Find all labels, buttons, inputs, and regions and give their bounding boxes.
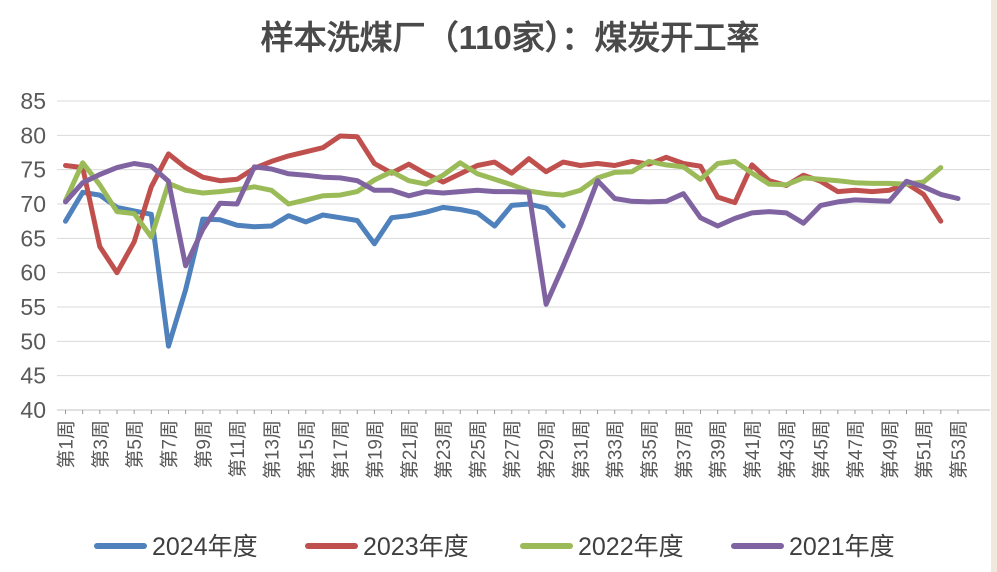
x-axis-label: 第45周: [811, 420, 833, 479]
axis-layer: 40455055606570758085第1周 第3周 第5周 第7周 第9周 第11周第…: [20, 88, 970, 479]
x-axis-label: 第15周: [296, 420, 318, 479]
x-axis-label: 第33周: [605, 420, 627, 479]
y-axis-label: 70: [20, 191, 46, 217]
x-axis-label: 第25周: [467, 420, 489, 479]
y-axis-label: 55: [20, 294, 46, 320]
x-axis-label: 第3周: [90, 420, 112, 469]
x-axis-label: 第11周: [227, 420, 249, 478]
x-axis-label: 第23周: [433, 420, 455, 479]
x-axis-label: 第1周: [56, 420, 78, 469]
legend-label-2022年度: 2022年度: [578, 533, 684, 561]
x-axis-label: 第39周: [708, 420, 730, 479]
y-axis-label: 45: [20, 363, 46, 389]
y-axis-label: 80: [20, 122, 46, 148]
x-axis-label: 第47周: [845, 420, 867, 479]
legend-label-2024年度: 2024年度: [152, 533, 258, 561]
y-axis-label: 50: [20, 328, 46, 354]
x-axis-label: 第35周: [639, 420, 661, 479]
x-axis-label: 第13周: [261, 420, 283, 479]
x-axis-label: 第21周: [399, 420, 421, 479]
x-axis-label: 第29周: [536, 420, 558, 479]
series-line-2022年度: [63, 158, 944, 240]
legend: 2024年度 2023年度 2022年度 2021年度: [94, 533, 895, 561]
x-axis-label: 第43周: [776, 420, 798, 479]
y-axis-label: 75: [20, 157, 46, 183]
page-edge-strip: [991, 0, 997, 572]
y-axis-label: 60: [20, 260, 46, 286]
x-axis-label: 第41周: [742, 420, 764, 479]
y-axis-label: 40: [20, 397, 46, 423]
y-axis-label: 85: [20, 88, 46, 114]
series-layer: [63, 133, 961, 349]
x-axis-label: 第9周: [193, 420, 215, 469]
grid-layer: [57, 100, 990, 411]
x-axis-label: 第17周: [330, 420, 352, 479]
legend-label-2023年度: 2023年度: [363, 533, 469, 561]
x-axis-label: 第51周: [914, 420, 936, 479]
series-line-2024年度: [63, 189, 566, 349]
series-line-2021年度: [63, 161, 961, 307]
y-axis-label: 65: [20, 225, 46, 251]
x-axis-label: 第31周: [570, 420, 592, 479]
x-axis-label: 第37周: [673, 420, 695, 479]
x-axis-label: 第53周: [948, 420, 970, 479]
x-axis-label: 第49周: [879, 420, 901, 479]
x-axis-label: 第27周: [502, 420, 524, 479]
x-axis-label: 第19周: [364, 420, 386, 479]
chart-title: 样本洗煤厂（110家）：煤炭开工率: [261, 19, 760, 56]
x-axis-label: 第5周: [124, 420, 146, 469]
x-axis-label: 第7周: [158, 420, 180, 469]
legend-label-2021年度: 2021年度: [789, 533, 895, 561]
